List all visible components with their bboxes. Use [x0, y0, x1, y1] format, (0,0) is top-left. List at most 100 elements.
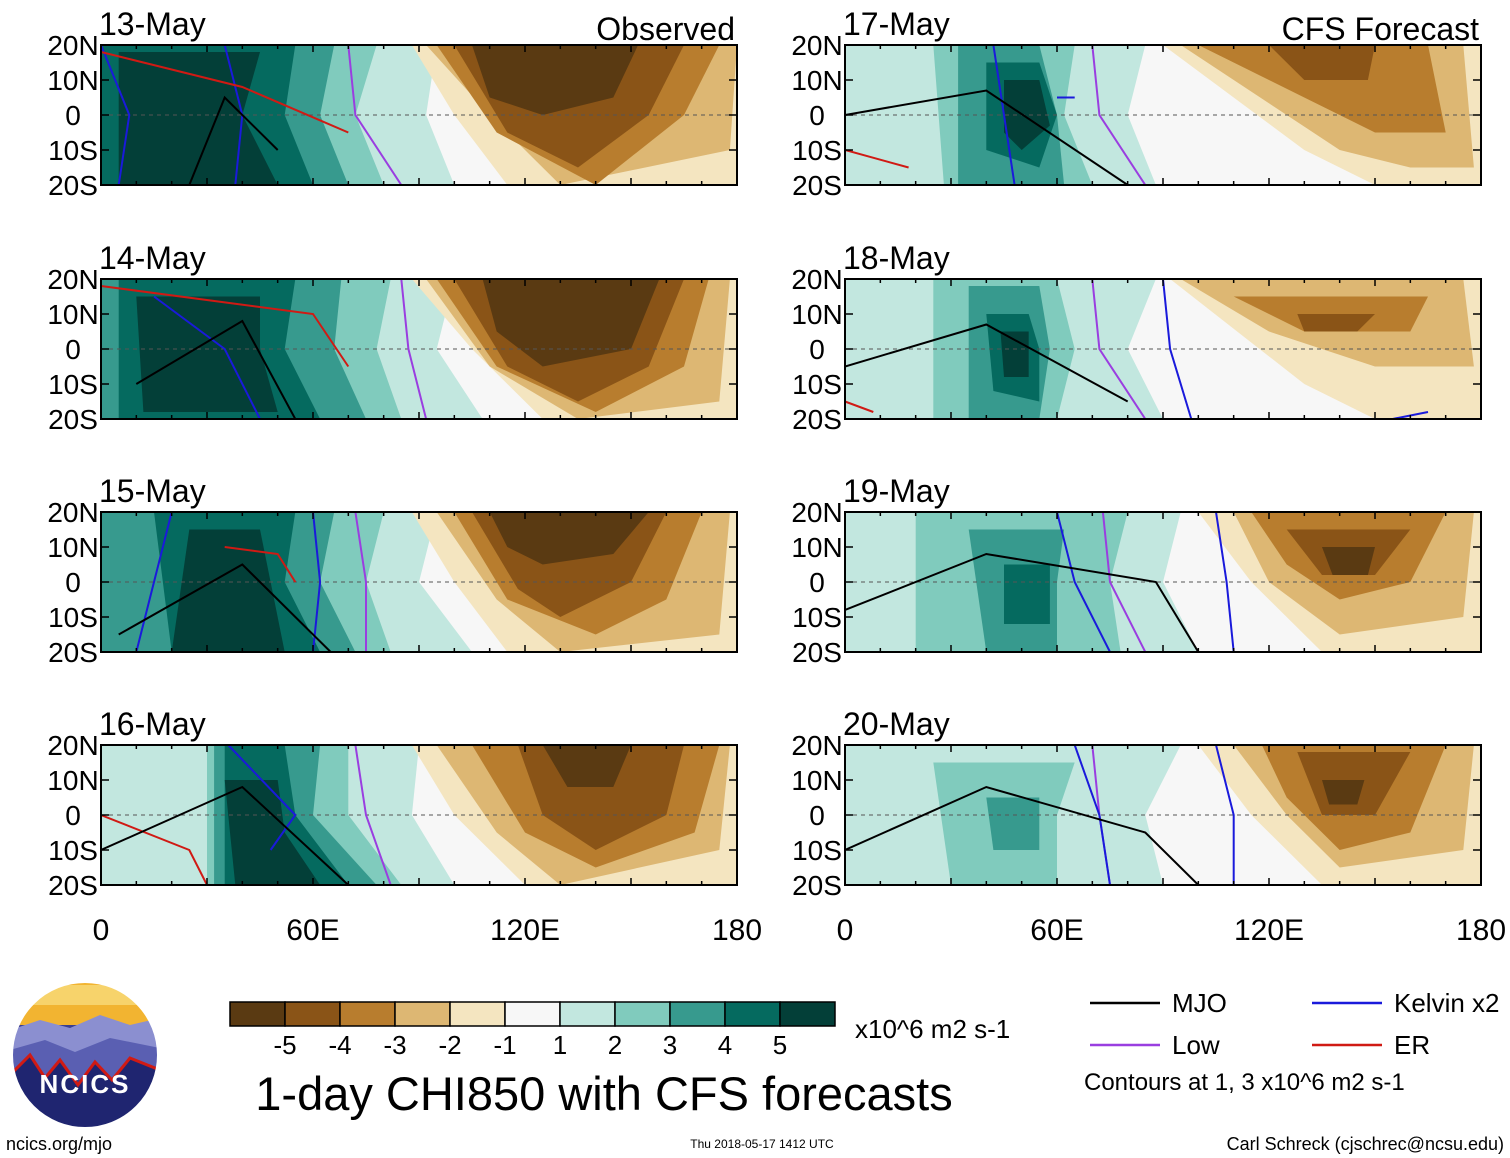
y-tick-label: 0: [65, 800, 81, 831]
panel-17-May: 20N 10N 0 10S 20S 17-May CFS Forecast: [791, 6, 1482, 201]
colorbar-swatch: [504, 1001, 561, 1027]
y-tick-label: 0: [809, 567, 825, 598]
shading-level: [542, 745, 631, 787]
y-tick-label: 0: [65, 100, 81, 131]
shading-level: [224, 780, 321, 885]
y-tick-label: 10N: [791, 299, 842, 330]
colorbar-tick: 4: [718, 1030, 732, 1060]
colorbar-tick: 2: [608, 1030, 622, 1060]
colorbar-tick: -5: [273, 1030, 296, 1060]
colorbar-swatch: [559, 1001, 616, 1027]
site-link[interactable]: ncics.org/mjo: [6, 1134, 112, 1154]
panel-date: 16-May: [99, 706, 206, 742]
y-tick-label: 20N: [791, 30, 842, 61]
contour-K: [992, 45, 1016, 185]
colorbar-swatch: [724, 1001, 781, 1027]
legend-label: MJO: [1172, 988, 1227, 1018]
contour-MJO: [845, 89, 1129, 185]
colorbar-tick: 3: [663, 1030, 677, 1060]
shading-level: [1269, 45, 1375, 80]
colorbar-tick: -4: [328, 1030, 351, 1060]
contour-L: [400, 279, 428, 419]
contour-MJO: [845, 552, 1200, 652]
shading-level: [482, 279, 660, 367]
panel-date: 18-May: [843, 240, 950, 276]
colorbar-swatch: [614, 1001, 671, 1027]
panel-14-May: 20N 10N 0 10S 20S 14-May: [47, 240, 738, 435]
y-tick-label: 20S: [792, 870, 842, 901]
colorbar-swatch: [779, 1001, 836, 1027]
x-tick-label: 180: [712, 914, 762, 947]
contour-K: [1162, 279, 1193, 419]
y-tick-label: 20S: [48, 637, 98, 668]
colorbar-swatch: [284, 1001, 341, 1027]
contour-MJO: [135, 319, 297, 419]
y-tick-label: 10S: [48, 602, 98, 633]
shading-level: [171, 529, 285, 652]
contour-L: [354, 512, 367, 652]
column-label: Observed: [596, 11, 735, 47]
panel-15-May: 20N 10N 0 10S 20S 15-May: [47, 473, 738, 668]
panel-date: 14-May: [99, 240, 206, 276]
x-tick-label: 180: [1456, 914, 1506, 947]
x-tick-label: 60E: [1030, 914, 1083, 947]
shading-level: [489, 512, 649, 565]
y-tick-label: 0: [65, 334, 81, 365]
y-tick-label: 20N: [47, 30, 98, 61]
contour-K: [135, 512, 173, 652]
contour-ER: [101, 51, 349, 134]
y-tick-label: 10S: [792, 835, 842, 866]
shading-level: [1198, 45, 1446, 133]
shading-level: [1297, 314, 1375, 332]
y-tick-label: 10S: [48, 135, 98, 166]
column-label: CFS Forecast: [1282, 11, 1479, 47]
y-tick-label: 20S: [48, 170, 98, 201]
contours-note: Contours at 1, 3 x10^6 m2 s-1: [1084, 1069, 1405, 1096]
panel-date: 13-May: [99, 6, 206, 42]
contour-L: [347, 45, 403, 185]
contour-K: [227, 745, 297, 851]
colorbar-swatch: [394, 1001, 451, 1027]
shading-level: [1322, 547, 1375, 575]
panel-18-May: 20N 10N 0 10S 20S 18-May: [791, 240, 1482, 435]
y-tick-label: 0: [809, 800, 825, 831]
y-tick-label: 10S: [792, 602, 842, 633]
legend-label: Kelvin x2: [1394, 988, 1500, 1018]
x-tick-label: 120E: [1234, 914, 1304, 947]
shading-level: [472, 45, 639, 115]
contour-L: [354, 745, 392, 885]
contour-L: [1101, 512, 1147, 652]
shading-level: [986, 797, 1040, 850]
contour-K: [312, 512, 322, 652]
y-tick-label: 20S: [792, 637, 842, 668]
panel-13-May: 20N 10N 0 10S 20S 13-May Observed: [47, 6, 738, 201]
x-tick-label: 120E: [490, 914, 560, 947]
legend-label: Low: [1172, 1030, 1220, 1060]
y-tick-label: 20N: [47, 497, 98, 528]
contour-MJO: [845, 785, 1200, 885]
contour-L: [1091, 45, 1147, 185]
y-tick-label: 10N: [791, 65, 842, 96]
panel-date: 15-May: [99, 473, 206, 509]
y-tick-label: 10S: [48, 835, 98, 866]
colorbar-swatch: [669, 1001, 726, 1027]
panel-date: 20-May: [843, 706, 950, 742]
contour-MJO: [101, 785, 349, 885]
contour-K: [1215, 512, 1235, 652]
y-tick-label: 20S: [792, 404, 842, 435]
contour-L: [1091, 279, 1147, 419]
panel-19-May: 20N 10N 0 10S 20S 19-May: [791, 473, 1482, 668]
contour-MJO: [118, 563, 332, 652]
contour-ER: [101, 814, 208, 885]
shading-level: [1000, 331, 1029, 377]
x-tick-label: 0: [837, 914, 854, 947]
y-tick-label: 20S: [48, 870, 98, 901]
y-tick-label: 10N: [47, 299, 98, 330]
x-tick-label: 0: [93, 914, 110, 947]
y-tick-label: 10N: [47, 532, 98, 563]
y-tick-label: 0: [65, 567, 81, 598]
colorbar-tick: -3: [383, 1030, 406, 1060]
colorbar-units: x10^6 m2 s-1: [855, 1014, 1010, 1044]
logo-text: NCICS: [40, 1069, 131, 1099]
